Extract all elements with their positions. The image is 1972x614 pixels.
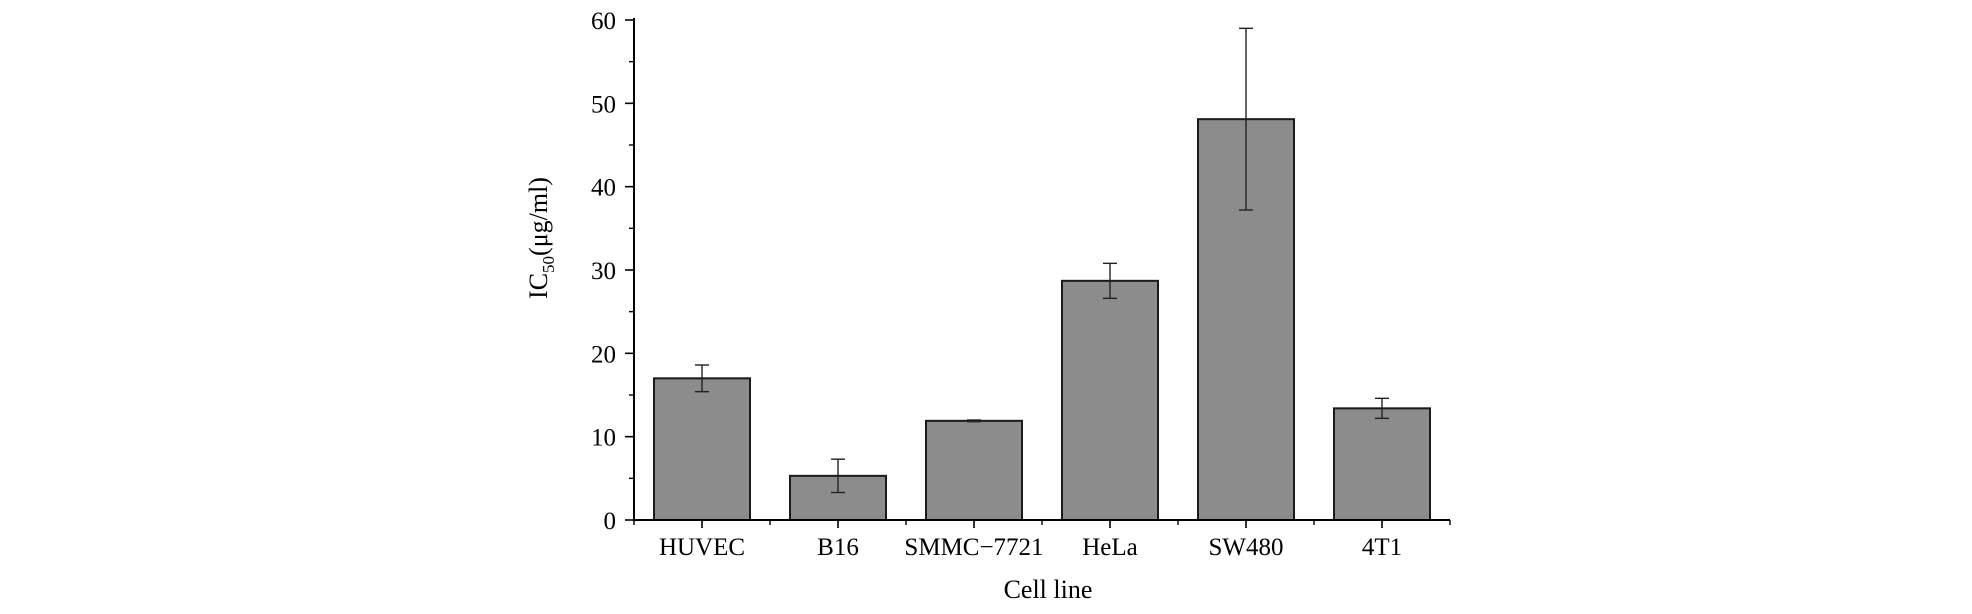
bar-huvec	[653, 377, 751, 522]
y-tick-label: 10	[591, 425, 616, 452]
error-bar-hela	[1103, 262, 1117, 300]
error-bar-smmc-7721	[967, 419, 981, 423]
y-axis-label-unit: (μg/ml)	[524, 177, 553, 256]
x-tick-label-huvec: HUVEC	[659, 534, 745, 561]
y-tick-label: 0	[604, 508, 617, 535]
bars-group	[653, 118, 1431, 522]
x-tick-label-smmc-7721: SMMC−7721	[904, 534, 1043, 561]
y-tick-label: 50	[591, 91, 616, 118]
x-tick-label-4t1: 4T1	[1362, 534, 1402, 561]
y-tick-label: 60	[591, 8, 616, 35]
error-bar-sw480	[1239, 27, 1253, 211]
x-tick-label-hela: HeLa	[1082, 534, 1138, 561]
x-tick-label-sw480: SW480	[1209, 534, 1284, 561]
y-tick-label: 30	[591, 258, 616, 285]
y-axis-label-subscript: 50	[539, 256, 558, 273]
y-axis-title: IC50(μg/ml)	[524, 177, 558, 299]
bar-smmc-7721	[925, 419, 1023, 522]
y-tick-label: 40	[591, 175, 616, 202]
error-bars-group	[695, 27, 1389, 494]
y-axis-label-main: IC	[524, 273, 553, 299]
axes-group: HUVEC B16 SMMC−7721 HeLa SW480 4T1 0 10 20 30 40 50…	[591, 8, 1451, 561]
x-tick-label-b16: B16	[817, 534, 859, 561]
error-bar-4t1	[1375, 397, 1389, 420]
bar-4t1	[1333, 407, 1431, 522]
x-axis-title: Cell line	[1004, 575, 1093, 604]
y-axis-label: IC50(μg/ml)	[524, 177, 558, 299]
bar-hela	[1061, 279, 1159, 522]
error-bar-b16	[831, 458, 845, 494]
y-tick-label: 20	[591, 341, 616, 368]
error-bar-huvec	[695, 364, 709, 393]
